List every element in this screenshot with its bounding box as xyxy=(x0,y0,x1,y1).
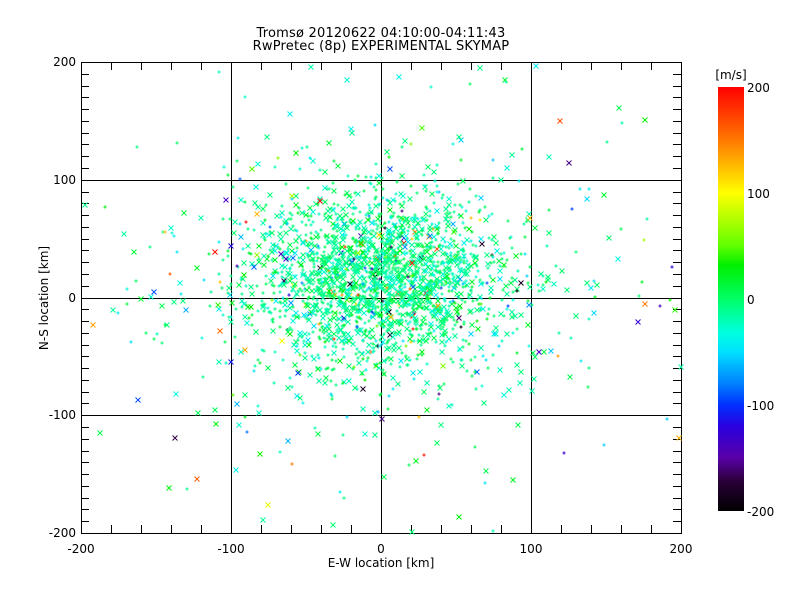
y-tick-label: 100 xyxy=(53,173,76,187)
colorbar-unit-label: [m/s] xyxy=(715,68,747,82)
x-axis-label: E-W location [km] xyxy=(327,556,435,570)
x-tick-label: -200 xyxy=(67,542,95,556)
plot-subtitle: RwPretec (8p) EXPERIMENTAL SKYMAP xyxy=(252,39,510,54)
minor-ticks xyxy=(81,62,681,533)
x-tick-label: 0 xyxy=(377,542,385,556)
x-tick-label: 200 xyxy=(669,542,693,556)
colorbar-tick-label: 0 xyxy=(747,293,755,307)
plot-frame xyxy=(81,62,682,534)
colorbar-tick-label: -100 xyxy=(747,399,775,413)
plot-title: Tromsø 20120622 04:10:00-04:11:43 xyxy=(256,26,506,41)
x-tick-label: 100 xyxy=(519,542,543,556)
colorbar-tick-label: -200 xyxy=(747,505,775,519)
y-tick-label: -100 xyxy=(48,408,76,422)
y-tick-label: 0 xyxy=(68,291,76,305)
y-tick-label: -200 xyxy=(48,526,76,540)
x-tick-label: -100 xyxy=(217,542,245,556)
colorbar-tick-label: 200 xyxy=(747,81,770,95)
grid-lines xyxy=(81,62,681,533)
colorbar-tick-label: 100 xyxy=(747,187,770,201)
colorbar xyxy=(718,87,744,511)
y-tick-label: 200 xyxy=(53,55,76,69)
scatter-points xyxy=(82,63,684,535)
